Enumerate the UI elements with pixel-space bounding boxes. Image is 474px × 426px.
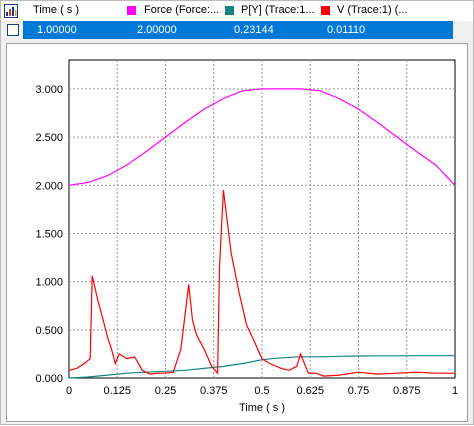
- y-tick-label: 3.000: [35, 84, 63, 96]
- series-line-2[interactable]: [68, 190, 455, 377]
- v-legend-label[interactable]: V (Trace:1) (...: [337, 4, 408, 16]
- series-line-1[interactable]: [68, 355, 455, 379]
- x-tick-label: 0.375: [200, 385, 228, 397]
- y-tick-label: 0.000: [35, 373, 63, 385]
- readout-force: 2.00000: [137, 24, 177, 36]
- v-legend-swatch: [321, 6, 330, 15]
- readout-py: 0.23144: [234, 24, 274, 36]
- force-legend-label[interactable]: Force (Force:...: [144, 4, 220, 16]
- y-tick-label: 2.500: [35, 132, 63, 144]
- x-tick-label: 0.5: [254, 385, 269, 397]
- time-column-header[interactable]: Time ( s ): [33, 4, 80, 16]
- x-tick-label: 0.25: [155, 385, 176, 397]
- line-chart[interactable]: 0 0.125 0.25 0.375 0.5 0.625 0.75 0.875 1 0.000 0.…: [7, 44, 467, 421]
- row-checkbox-icon[interactable]: [7, 24, 19, 36]
- py-legend-swatch: [225, 6, 234, 15]
- readout-v: 0.01110: [327, 24, 366, 36]
- y-tick-label: 2.000: [35, 180, 63, 192]
- x-tick-label: 0.875: [393, 385, 421, 397]
- y-tick-label: 0.500: [35, 325, 63, 337]
- x-tick-label: 0: [66, 385, 72, 397]
- x-tick-label: 0.75: [348, 385, 369, 397]
- readout-row[interactable]: 1.00000 2.00000 0.23144 0.01110: [23, 21, 453, 39]
- x-tick-label: 0.125: [103, 385, 131, 397]
- x-axis-label: Time ( s ): [239, 402, 285, 414]
- x-tick-label: 1: [452, 385, 458, 397]
- x-tick-label: 0.625: [296, 385, 324, 397]
- y-tick-label: 1.000: [35, 277, 63, 289]
- y-tick-label: 1.500: [35, 228, 63, 240]
- series-line-0[interactable]: [68, 88, 456, 186]
- chart-settings-icon[interactable]: [4, 4, 18, 18]
- force-legend-swatch: [127, 6, 136, 15]
- chart-panel: 0 0.125 0.25 0.375 0.5 0.625 0.75 0.875 1 0.000 0.…: [6, 43, 468, 422]
- readout-time: 1.00000: [37, 24, 77, 36]
- py-legend-label[interactable]: P[Y] (Trace:1...: [241, 4, 315, 16]
- legend-header: Time ( s ) Force (Force:... P[Y] (Trace:…: [1, 1, 473, 21]
